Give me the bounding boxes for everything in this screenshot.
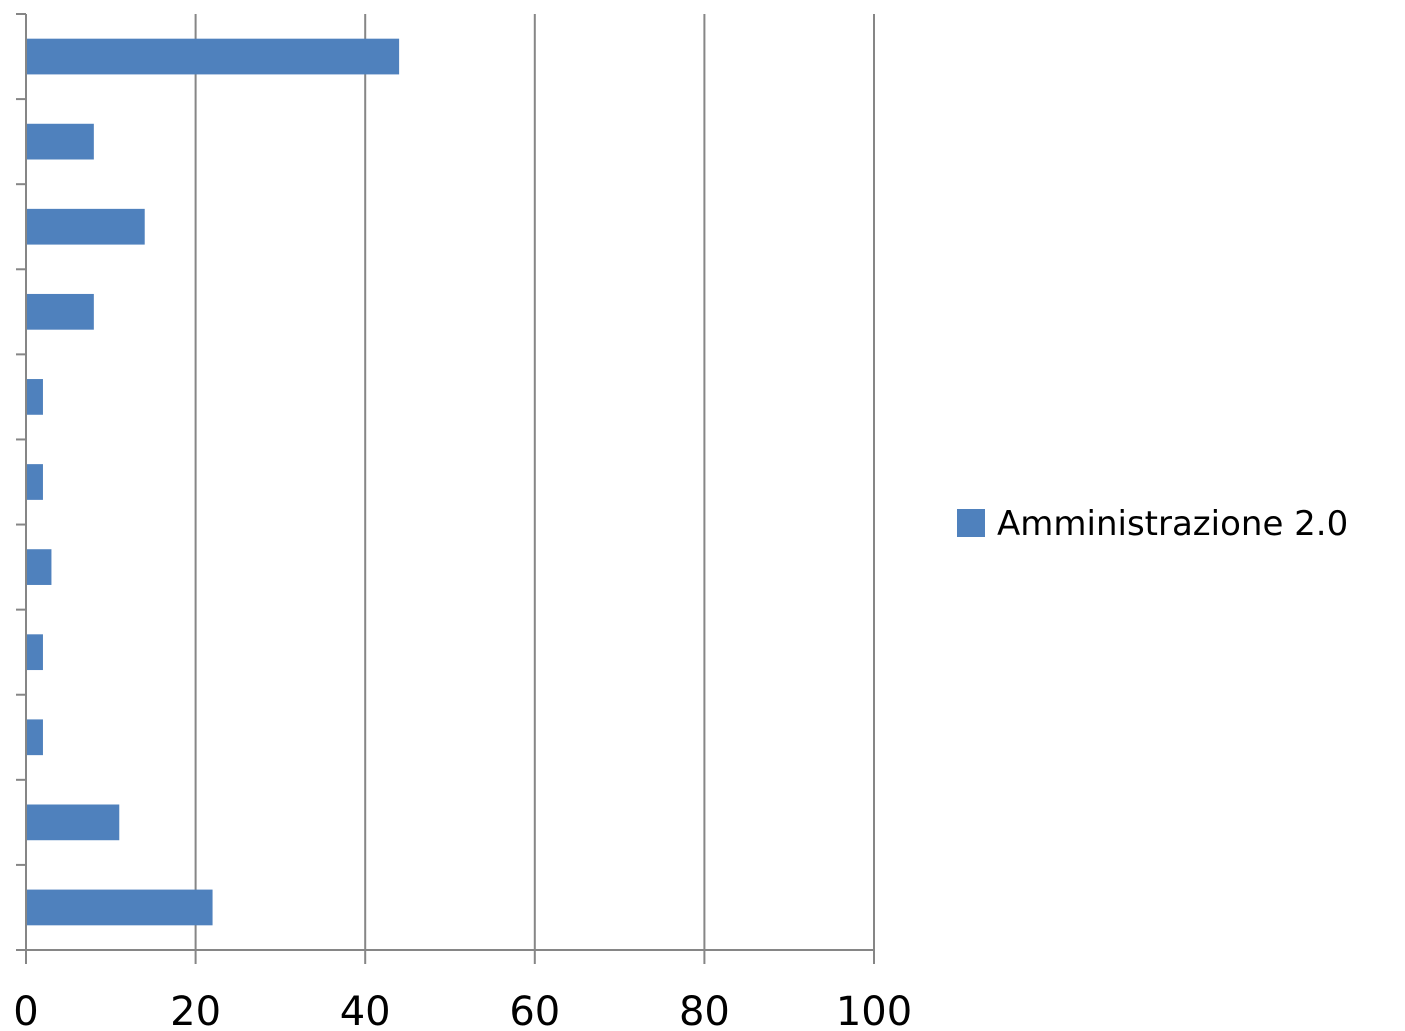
legend-swatch <box>957 509 985 537</box>
bar-4 <box>26 293 94 330</box>
legend-label-amministrazione: Amministrazione 2.0 <box>997 504 1348 544</box>
x-tick-label-0: 0 <box>13 989 38 1031</box>
x-axis-tick-labels: 0 20 40 60 80 100 <box>13 989 912 1031</box>
x-tick-label-80: 80 <box>679 989 730 1031</box>
gridlines <box>194 14 875 950</box>
axes <box>16 13 875 964</box>
bar-2 <box>26 123 94 160</box>
bar-9 <box>26 719 43 756</box>
x-tick-label-40: 40 <box>340 989 391 1031</box>
bar-7 <box>26 549 52 585</box>
bar-11 <box>26 889 213 926</box>
legend: Amministrazione 2.0 <box>957 504 1348 544</box>
x-tick-label-100: 100 <box>836 989 912 1031</box>
bar-8 <box>26 634 43 671</box>
x-tick-label-60: 60 <box>509 989 560 1031</box>
x-tick-label-20: 20 <box>170 989 221 1031</box>
bars <box>26 38 400 926</box>
bar-1 <box>26 38 400 75</box>
bar-6 <box>26 464 43 500</box>
bar-5 <box>26 379 43 415</box>
bar-10 <box>26 804 120 841</box>
bar-3 <box>26 208 145 245</box>
